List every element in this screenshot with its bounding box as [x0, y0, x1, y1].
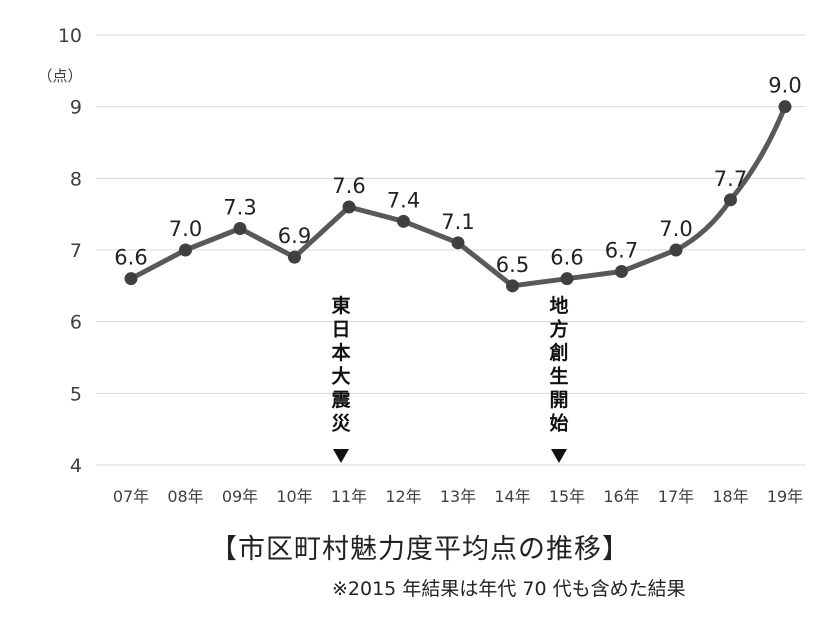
data-point — [506, 279, 519, 293]
x-tick-label: 15年 — [549, 487, 585, 506]
annotation-char: 創 — [549, 341, 568, 364]
annotation-char: 地 — [549, 294, 568, 317]
data-label: 7.4 — [387, 188, 420, 212]
data-label: 6.6 — [114, 246, 147, 270]
y-tick-label: 9 — [70, 97, 82, 119]
y-tick-label: 7 — [70, 240, 82, 262]
data-label: 9.0 — [768, 74, 801, 98]
x-tick-label: 10年 — [276, 487, 312, 506]
annotation-char: 震 — [331, 389, 351, 411]
y-tick-label: 4 — [70, 455, 82, 477]
x-tick-label: 12年 — [385, 487, 421, 506]
chart-svg: （点） 4 5 6 7 8 9 10 07年 08年 09年 10年 11年 12年 13年 14年 15年… — [37, 25, 806, 506]
data-point — [233, 222, 247, 235]
data-point — [451, 236, 465, 250]
x-tick-label: 18年 — [712, 487, 748, 506]
x-tick-label: 19年 — [767, 487, 803, 506]
annotation-arrow-icon — [333, 449, 349, 463]
data-point — [615, 265, 628, 278]
y-tick-label: 8 — [70, 168, 82, 190]
data-point — [560, 272, 574, 286]
y-tick-label: 6 — [70, 312, 82, 334]
data-label: 7.1 — [441, 210, 474, 234]
chart-title: 【市区町村魅力度平均点の推移】 — [210, 534, 630, 565]
y-tick-label: 10 — [58, 25, 82, 47]
data-point — [342, 200, 356, 214]
annotation-char: 大 — [331, 365, 350, 388]
data-label: 6.7 — [605, 239, 638, 263]
x-tick-label: 08年 — [167, 487, 203, 506]
y-tick-label: 5 — [70, 383, 82, 405]
data-label: 6.6 — [550, 246, 583, 270]
x-tick-label: 07年 — [113, 487, 149, 506]
x-tick-label: 09年 — [222, 487, 258, 506]
x-tick-label: 13年 — [440, 487, 476, 506]
data-label: 6.5 — [496, 253, 529, 277]
annotation-char: 日 — [331, 319, 350, 341]
series-line — [128, 104, 788, 289]
annotation-char: 生 — [549, 365, 568, 388]
data-point — [778, 100, 792, 114]
x-tick-label: 16年 — [603, 487, 639, 506]
data-label: 7.3 — [223, 196, 256, 220]
y-axis-unit-label: （点） — [37, 67, 82, 85]
annotation-arrow-icon — [551, 449, 567, 463]
data-point — [179, 243, 192, 257]
data-point — [724, 193, 737, 207]
data-label: 7.6 — [332, 174, 365, 198]
data-point — [124, 272, 138, 286]
annotation-char: 災 — [331, 413, 351, 435]
annotation-char: 始 — [549, 412, 568, 435]
data-point — [397, 214, 410, 228]
data-point — [669, 243, 683, 257]
chart-note: ※2015 年結果は年代 70 代も含めた結果 — [332, 578, 686, 600]
annotation-char: 開 — [549, 389, 568, 411]
x-tick-label: 14年 — [494, 487, 530, 506]
data-label: 6.9 — [278, 224, 311, 248]
data-point — [288, 250, 301, 264]
annotation-char: 東 — [331, 294, 350, 317]
data-label: 7.7 — [714, 167, 747, 191]
data-label: 7.0 — [169, 217, 202, 241]
x-tick-label: 11年 — [331, 487, 367, 506]
x-tick-label: 17年 — [658, 487, 694, 506]
data-label: 7.0 — [659, 217, 692, 241]
annotation-char: 本 — [331, 341, 350, 364]
annotation-char: 方 — [549, 318, 568, 341]
